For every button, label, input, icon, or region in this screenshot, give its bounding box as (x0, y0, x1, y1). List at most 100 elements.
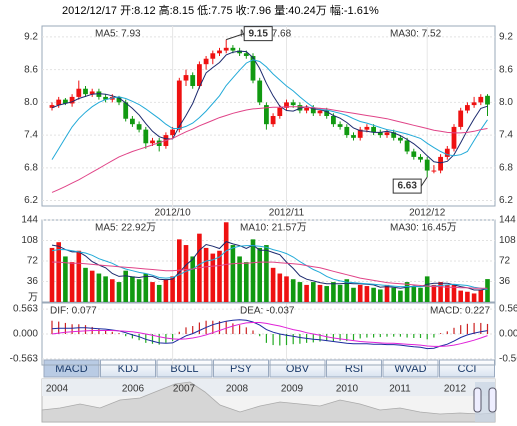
tab[interactable] (156, 359, 213, 378)
volume-bar (357, 284, 363, 302)
volume-bar (257, 247, 262, 302)
volume-bar (270, 267, 276, 302)
legend-entry: MA30: 16.45万 (390, 223, 457, 234)
tab-label[interactable]: MACD (55, 363, 87, 375)
plot-area: 9.2 9.2 8.6 8.6 8.0 8.0 7.4 7.4 6.8 6.8 6.2 6.2 2012… (10, 25, 517, 366)
indicator-tabs: MACD KDJ BOLL PSY OBV RSI WVAD CCI (43, 359, 495, 378)
candle-body (237, 50, 242, 54)
candle-body (404, 140, 410, 152)
tab-label[interactable]: CCI (458, 363, 477, 375)
candle-body (317, 110, 323, 114)
volume-bar (123, 270, 128, 302)
candle-body (310, 107, 316, 114)
tab-label[interactable]: KDJ (118, 363, 139, 375)
y-tick-label-right: -0.563 (499, 354, 517, 365)
candle-body (116, 96, 122, 103)
candle-body (444, 148, 450, 157)
candle-body (418, 156, 423, 160)
tab[interactable] (213, 359, 269, 378)
candle-body (431, 170, 437, 172)
volume-bar (351, 287, 356, 302)
tab[interactable] (326, 359, 382, 378)
volume-bar (217, 250, 222, 302)
ma-line (51, 50, 488, 164)
volume-bar (163, 279, 169, 302)
candle-body (451, 126, 457, 149)
navigator-handle[interactable] (488, 387, 497, 413)
volume-bar (63, 256, 68, 302)
candle-body (257, 80, 263, 103)
volume-bar (424, 276, 430, 302)
navigator-handle[interactable] (473, 387, 482, 413)
volume-bar (56, 242, 61, 302)
candle-body (123, 102, 129, 119)
tab[interactable] (43, 359, 100, 378)
candle-body (465, 105, 470, 111)
candle-body (83, 88, 88, 95)
legend-entry: MA30: 7.52 (390, 29, 442, 40)
candle-body (103, 96, 108, 100)
candle-body (230, 47, 236, 51)
volume-bar (203, 247, 209, 302)
y-tick-label-right: 8.0 (499, 97, 513, 108)
navigator-year: 2011 (389, 384, 411, 395)
tab-label[interactable]: WVAD (394, 363, 426, 375)
candle-body (183, 75, 189, 81)
tab-label[interactable]: PSY (230, 363, 253, 375)
annotation-box (243, 26, 273, 42)
volume-bar (150, 282, 155, 302)
volume-bar (49, 247, 55, 302)
tab-label[interactable]: RSI (345, 363, 363, 375)
candle-body (377, 132, 383, 136)
candle-body (324, 110, 330, 116)
ma-line (51, 322, 488, 347)
tab-label[interactable]: BOLL (170, 363, 198, 375)
legend-entry: DEA: -0.037 (240, 306, 295, 317)
volume-bar (404, 282, 410, 302)
volume-bar (223, 222, 229, 302)
volume-bar (244, 262, 249, 302)
annotation-box (392, 178, 422, 194)
volume-bar (110, 279, 115, 302)
candle-body (170, 129, 175, 136)
volume-bar (130, 276, 135, 302)
tab-label[interactable]: OBV (286, 363, 310, 375)
candle-body (143, 129, 149, 144)
y-tick-label-right: 144 (499, 215, 516, 226)
candle-body (297, 105, 303, 111)
candle-body (344, 126, 350, 136)
volume-bar (297, 282, 303, 302)
candle-body (89, 91, 95, 95)
volume-bar (445, 284, 450, 302)
navigator-year: 2007 (173, 384, 196, 395)
volume-bar (371, 287, 376, 302)
tab[interactable] (439, 359, 495, 378)
candle-body (438, 156, 443, 171)
volume-bar (478, 289, 484, 302)
volume-bar (485, 279, 490, 302)
ma-line (51, 59, 488, 160)
legend-entry: MA10: 21.57万 (240, 223, 307, 234)
candle-body (485, 95, 490, 105)
annotation-leader (420, 176, 428, 187)
tab[interactable] (100, 359, 156, 378)
tab[interactable] (382, 359, 439, 378)
candle-body (190, 75, 196, 86)
candle-body (304, 107, 309, 111)
candle-body (337, 124, 343, 127)
candle-body (398, 137, 403, 141)
y-tick-label: 36 (27, 276, 39, 287)
candle-body (156, 140, 162, 146)
volume-bar (237, 256, 242, 302)
volume-bar (210, 253, 216, 302)
y-tick-label-right: 36 (499, 276, 511, 287)
legend-entry: DIF: 0.077 (50, 306, 97, 317)
candle-body (69, 96, 75, 104)
volume-bar (384, 284, 390, 302)
volume-bar (156, 284, 162, 302)
candle-body (284, 102, 289, 108)
navigator (41, 378, 497, 423)
tab[interactable] (269, 359, 326, 378)
ma-line (51, 245, 488, 290)
y-tick-label: 6.2 (24, 195, 38, 206)
